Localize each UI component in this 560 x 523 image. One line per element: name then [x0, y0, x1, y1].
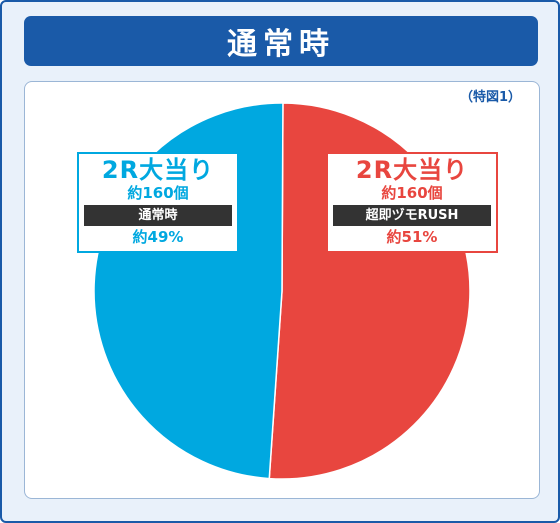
- pie-chart: [93, 102, 471, 480]
- chart-note: （特図1）: [459, 90, 521, 105]
- chart-panel: （特図1） 2R大当り 約160個 通常時 約49% 2R大当り 約160個 超…: [24, 81, 540, 499]
- left-label-box: 2R大当り 約160個 通常時 約49%: [77, 152, 239, 253]
- page-title: 通常時: [227, 27, 335, 62]
- left-label-tag: 通常時: [84, 205, 232, 226]
- title-bar: 通常時: [24, 16, 538, 66]
- right-label-tag: 超即ヅモRUSH: [333, 205, 491, 226]
- right-label-title: 2R大当り: [355, 156, 469, 184]
- right-label-percent: 約51%: [386, 228, 438, 246]
- right-label-count: 約160個: [381, 184, 443, 202]
- right-label-box: 2R大当り 約160個 超即ヅモRUSH 約51%: [326, 152, 498, 253]
- left-label-count: 約160個: [127, 184, 189, 202]
- left-label-percent: 約49%: [132, 228, 184, 246]
- left-label-title: 2R大当り: [101, 156, 215, 184]
